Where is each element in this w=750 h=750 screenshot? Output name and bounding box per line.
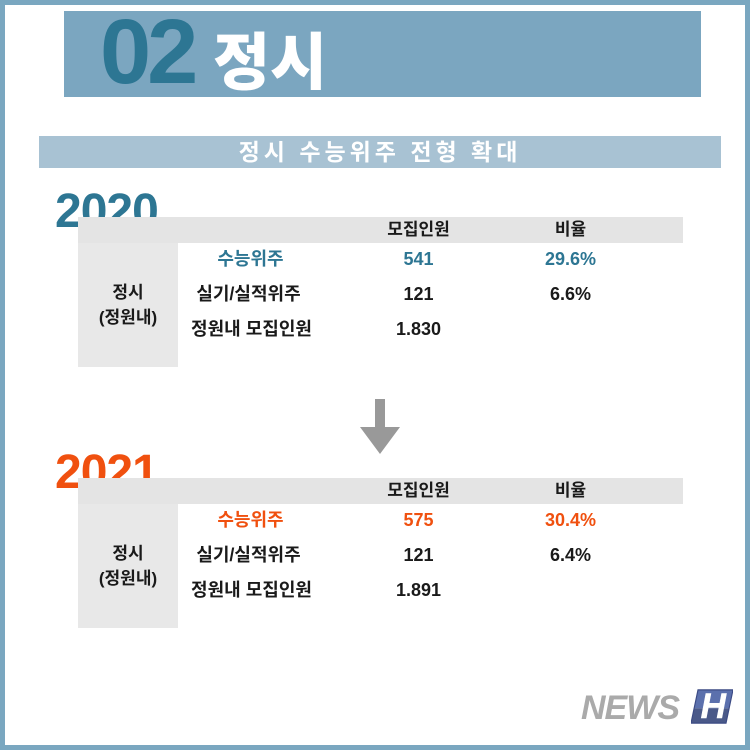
svg-text:H: H: [701, 689, 727, 724]
